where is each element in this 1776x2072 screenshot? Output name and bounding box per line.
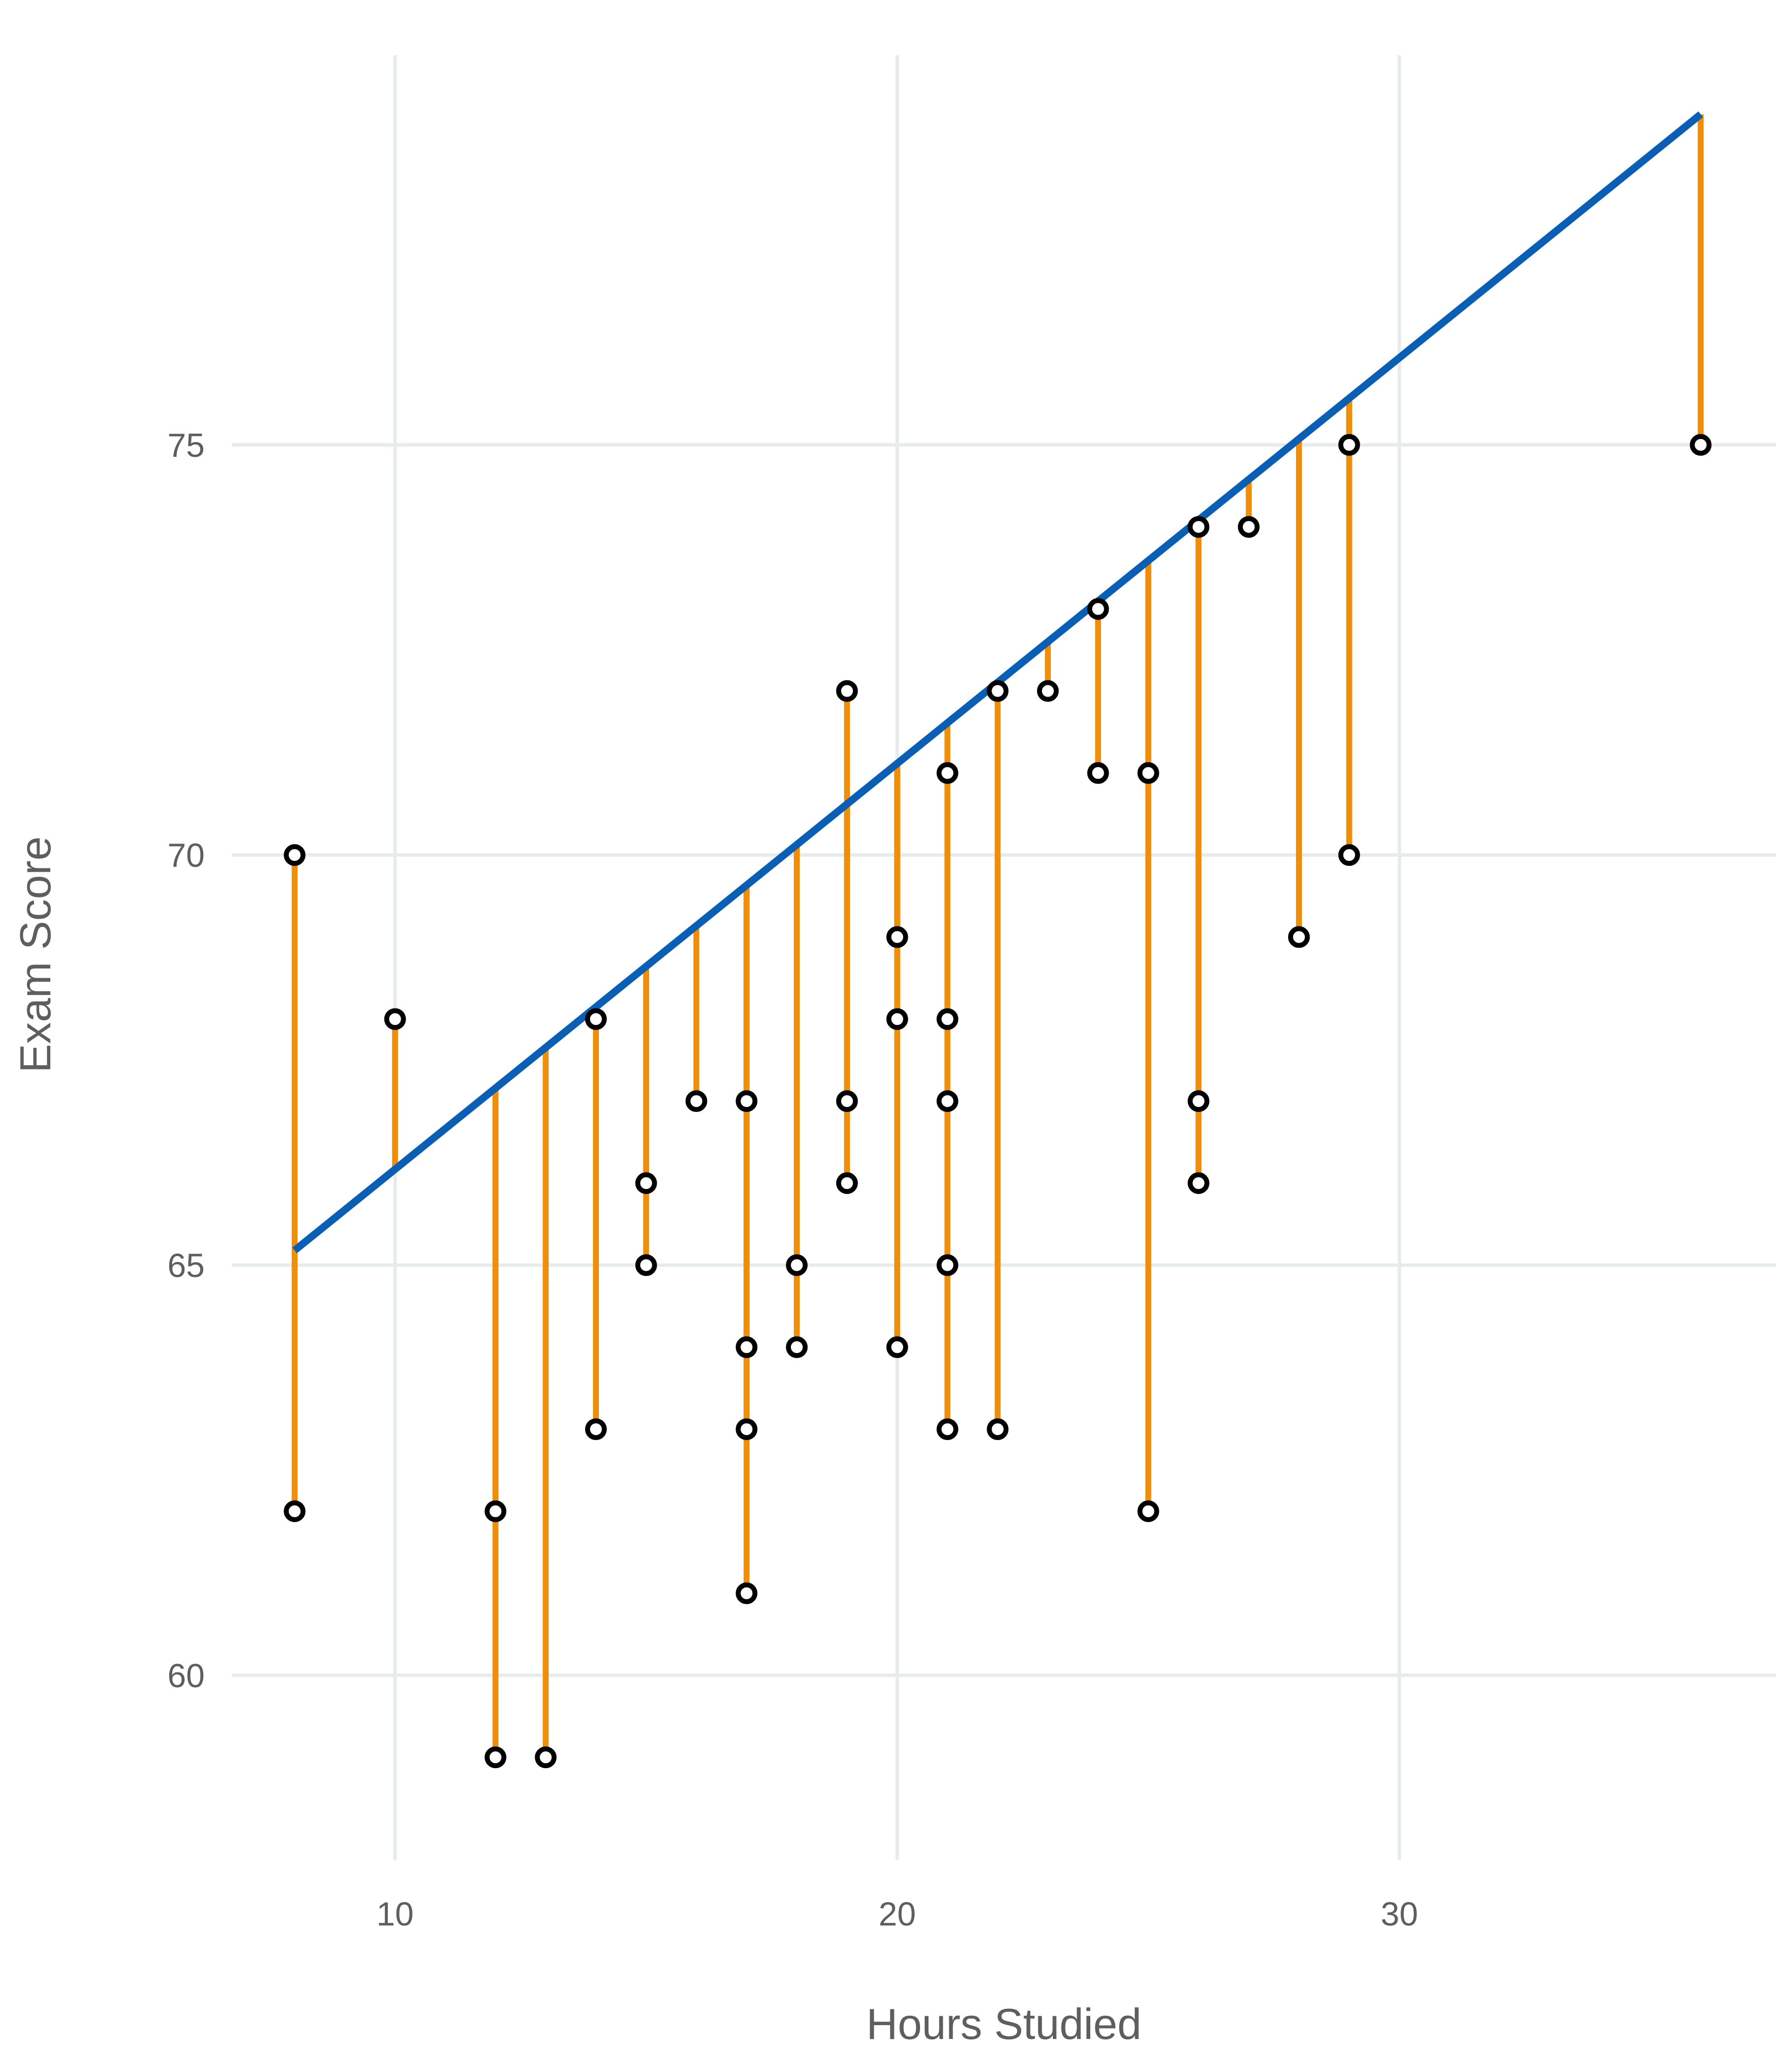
data-point [1087,762,1109,784]
data-point [786,1254,808,1276]
data-point [936,1090,959,1112]
data-point [987,1418,1009,1441]
data-point [987,680,1009,702]
data-point [886,1008,908,1030]
data-point [384,1008,406,1030]
data-point [1187,1090,1210,1112]
data-point [1187,1172,1210,1194]
data-point [936,1418,959,1441]
residual-lines [292,114,1704,1758]
data-point [936,762,959,784]
data-point [886,926,908,948]
data-point [635,1172,657,1194]
y-tick-label: 65 [167,1247,205,1285]
data-point [1087,598,1109,620]
data-point [886,1336,908,1358]
data-point [284,844,306,866]
data-point [635,1254,657,1276]
data-point [484,1746,507,1769]
x-tick-label: 20 [879,1895,916,1933]
y-tick-label: 70 [167,837,205,874]
data-point [836,1172,858,1194]
data-point [1137,1500,1159,1522]
data-points [284,434,1712,1769]
data-point [836,1090,858,1112]
data-point [936,1254,959,1276]
data-point [685,1090,707,1112]
tick-labels: 10 20 30 60 65 70 75 [167,427,1418,1933]
x-tick-label: 10 [376,1895,414,1933]
data-point [1690,434,1712,456]
grid-lines [232,55,1776,1860]
data-point [484,1500,507,1522]
x-axis-title: Hours Studied [866,1999,1142,2048]
data-point [1288,926,1310,948]
data-point [535,1746,557,1769]
data-point [786,1336,808,1358]
data-point [1037,680,1059,702]
y-tick-label: 60 [167,1657,205,1695]
data-point [585,1008,607,1030]
data-point [936,1008,959,1030]
data-point [1238,516,1260,538]
y-axis-title: Exam Score [11,836,60,1073]
data-point [836,680,858,702]
data-point [736,1418,758,1441]
data-point [736,1582,758,1604]
data-point [1137,762,1159,784]
x-tick-label: 30 [1381,1895,1418,1933]
data-point [284,1500,306,1522]
y-tick-label: 75 [167,427,205,464]
data-point [1338,844,1360,866]
data-point [585,1418,607,1441]
data-point [1187,516,1210,538]
data-point [736,1090,758,1112]
data-point [736,1336,758,1358]
data-point [1338,434,1360,456]
